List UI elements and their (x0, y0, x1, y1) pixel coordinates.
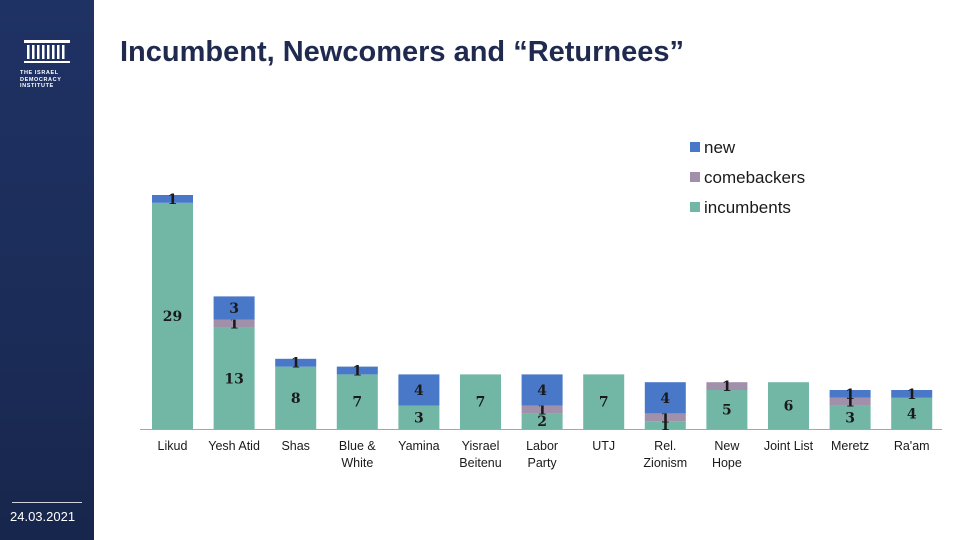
bar-segment-new (213, 296, 255, 320)
data-label-incumbents: 2 (537, 414, 547, 430)
category-label: Yesh Atid (208, 439, 260, 453)
category-label: New (714, 439, 740, 453)
bar-segment-incumbents (460, 374, 501, 429)
data-label-new: 1 (907, 387, 917, 403)
legend-label-incumbents: incumbents (704, 198, 791, 217)
institute-name-line: THE ISRAEL (20, 70, 59, 76)
data-label-comebackers: 1 (845, 395, 855, 411)
date-divider (12, 502, 82, 503)
bar-segment-incumbents (213, 327, 255, 429)
data-label-new: 4 (537, 383, 547, 399)
legend-swatch-new (690, 142, 700, 152)
bar-segment-new (521, 374, 563, 406)
bar-segment-new (152, 195, 193, 203)
data-label-incumbents: 3 (414, 410, 424, 426)
data-label-incumbents: 7 (352, 395, 362, 411)
bar-segment-incumbents (891, 397, 933, 429)
data-label-incumbents: 5 (722, 403, 732, 419)
slide-title: Incumbent, Newcomers and “Returnees” (120, 36, 685, 68)
institute-name: THE ISRAEL DEMOCRACY INSTITUTE (20, 70, 76, 90)
data-label-new: 1 (168, 192, 178, 208)
bar-segment-comebackers (644, 413, 686, 422)
data-label-new: 1 (352, 364, 362, 380)
category-label: Ra'am (894, 439, 930, 453)
bar-segment-comebackers (521, 405, 563, 414)
institute-name-line: DEMOCRACY (20, 76, 62, 83)
legend-label-comebackers: comebackers (704, 168, 805, 187)
category-label: Zionism (643, 456, 687, 470)
data-label-new: 4 (414, 383, 424, 399)
bar-segment-comebackers (829, 397, 871, 406)
category-label: Labor (526, 439, 558, 453)
category-label: Beitenu (459, 456, 501, 470)
data-label-incumbents: 7 (599, 395, 609, 411)
bar-segment-new (275, 358, 317, 367)
bar-segment-incumbents (644, 421, 686, 429)
category-label: Shas (281, 439, 310, 453)
data-label-comebackers: 1 (229, 317, 239, 333)
data-label-incumbents: 1 (660, 418, 670, 434)
bar-segment-incumbents (768, 382, 809, 429)
legend-label-new: new (704, 138, 736, 157)
category-label: Rel. (654, 439, 676, 453)
data-label-incumbents: 3 (845, 410, 855, 426)
category-label: Likud (158, 439, 188, 453)
bar-segment-incumbents (398, 405, 440, 429)
bar-segment-comebackers (213, 319, 255, 328)
category-label: Party (528, 456, 558, 470)
category-label: Hope (712, 456, 742, 470)
bar-segment-new (336, 366, 378, 375)
data-label-incumbents: 7 (476, 395, 486, 411)
category-label: Meretz (831, 439, 869, 453)
bar-segment-incumbents (152, 202, 193, 429)
bar-segment-incumbents (583, 374, 625, 429)
data-label-new: 4 (660, 391, 670, 407)
bar-segment-incumbents (829, 405, 871, 429)
bar-segment-incumbents (275, 366, 317, 429)
data-label-incumbents: 8 (291, 391, 301, 407)
bar-segment-new (829, 390, 871, 398)
data-label-incumbents: 13 (224, 371, 243, 387)
data-label-incumbents: 4 (907, 406, 917, 422)
data-label-incumbents: 29 (163, 309, 182, 325)
bar-segment-incumbents (706, 390, 748, 429)
institute-logo-icon (24, 40, 70, 63)
bar-segment-new (891, 390, 933, 398)
category-label: Yamina (398, 439, 440, 453)
slide-date: 24.03.2021 (10, 509, 76, 524)
institute-name-line: INSTITUTE (20, 83, 54, 89)
data-label-comebackers: 1 (660, 410, 670, 426)
data-label-new: 1 (291, 356, 301, 372)
bar-segment-new (398, 374, 440, 406)
category-label: Blue & (339, 439, 376, 453)
bar-segment-new (644, 382, 686, 414)
data-label-new: 1 (845, 387, 855, 403)
data-label-comebackers: 1 (537, 403, 547, 419)
data-label-new: 3 (229, 301, 239, 317)
legend-swatch-incumbents (690, 202, 700, 212)
bar-segment-incumbents (521, 413, 563, 429)
data-label-incumbents: 6 (784, 399, 794, 415)
category-label: White (341, 456, 373, 470)
sidebar: THE ISRAEL DEMOCRACY INSTITUTE 24.03.202… (0, 0, 94, 540)
category-label: UTJ (592, 439, 615, 453)
category-label: Yisrael (462, 439, 500, 453)
data-label-comebackers: 1 (722, 379, 732, 395)
legend-swatch-comebackers (690, 172, 700, 182)
bar-segment-incumbents (336, 374, 378, 429)
category-label: Joint List (764, 439, 814, 453)
bar-segment-comebackers (706, 382, 748, 390)
